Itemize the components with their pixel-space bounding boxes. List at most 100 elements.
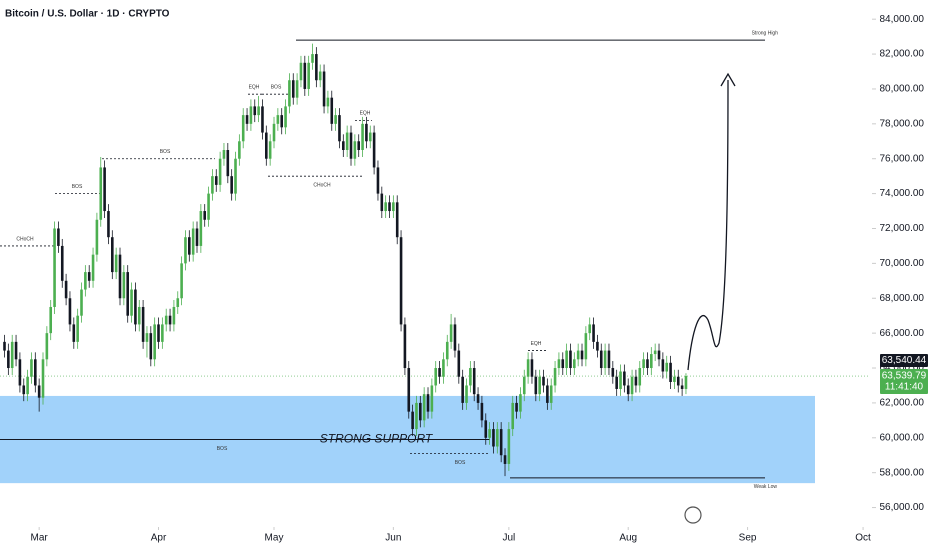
level-label: EQH — [249, 85, 260, 91]
candle-body — [64, 280, 68, 299]
y-tick-label: 62,000.00 — [880, 398, 925, 409]
candle-body — [634, 376, 638, 386]
candle-body — [195, 228, 199, 246]
candle-body — [41, 359, 45, 398]
candle-body — [680, 385, 684, 389]
candle-body — [542, 376, 545, 386]
level-label: CHoCH — [313, 182, 331, 188]
candle-body — [57, 228, 60, 246]
candle-body — [361, 123, 364, 150]
x-tick-label: Mar — [31, 533, 49, 544]
level-label: Strong High — [752, 30, 779, 36]
candle-body — [291, 80, 295, 98]
candle-body — [334, 115, 337, 124]
candle-body — [249, 106, 253, 124]
candle-body — [353, 141, 357, 159]
candle-body — [22, 385, 26, 395]
candle-body — [45, 333, 49, 360]
y-tick-label: 64,000.00 — [880, 363, 925, 374]
candle-body — [569, 350, 572, 369]
candle-body — [615, 376, 618, 389]
candle-body — [338, 115, 341, 142]
candle-body — [126, 272, 130, 316]
candle-body — [87, 272, 91, 281]
candle-body — [10, 341, 14, 369]
candle-body — [272, 123, 276, 142]
candle-body — [503, 455, 507, 464]
chart-title: Bitcoin / U.S. Dollar · 1D · CRYPTO — [5, 9, 170, 20]
candle-body — [226, 150, 230, 177]
candle-body — [207, 193, 210, 220]
candle-body — [34, 359, 37, 386]
candle-body — [72, 324, 76, 342]
y-tick-label: 58,000.00 — [880, 467, 925, 478]
candle-body — [84, 272, 87, 290]
candle-body — [188, 237, 191, 255]
candle-body — [449, 324, 453, 342]
candle-body — [180, 263, 183, 299]
candle-body — [623, 371, 626, 386]
candle-body — [14, 341, 18, 360]
candle-body — [299, 62, 303, 81]
candle-body — [280, 115, 284, 128]
candle-body — [669, 362, 672, 382]
candle-body — [422, 394, 426, 421]
candle-body — [134, 289, 137, 325]
candle-body — [176, 298, 180, 307]
candle-body — [638, 368, 642, 386]
candle-body — [480, 402, 484, 421]
candle-body — [311, 54, 314, 63]
y-tick-label: 80,000.00 — [880, 84, 925, 95]
candle-body — [588, 324, 592, 334]
candle-body — [172, 306, 176, 325]
candle-body — [499, 429, 503, 456]
candle-body — [526, 359, 530, 377]
candle-body — [322, 71, 326, 107]
level-label: Weak Low — [754, 484, 778, 490]
countdown-label: 11:41:40 — [885, 382, 924, 393]
candle-body — [492, 429, 495, 447]
candle-body — [684, 376, 688, 389]
level-label: BOS — [217, 446, 228, 452]
level-label: BOS — [72, 184, 83, 190]
level-label: CHoCH — [16, 236, 34, 242]
candle-body — [657, 350, 661, 360]
candle-body — [584, 333, 588, 360]
candle-body — [303, 62, 307, 89]
y-tick-label: 74,000.00 — [880, 188, 925, 199]
candle-body — [665, 362, 669, 372]
y-tick-label: 78,000.00 — [880, 118, 925, 129]
candle-body — [599, 350, 603, 369]
candle-body — [130, 289, 133, 316]
candle-body — [372, 132, 376, 168]
last-price-label: 63,540.44 — [882, 355, 927, 366]
logo-icon[interactable] — [684, 506, 702, 524]
y-tick-label: 66,000.00 — [880, 328, 925, 339]
candle-body — [399, 237, 403, 325]
candle-body — [407, 368, 411, 412]
candle-body — [630, 376, 634, 395]
candle-body — [184, 237, 187, 264]
candle-body — [153, 324, 156, 360]
candle-body — [295, 80, 299, 98]
candle-body — [53, 228, 56, 307]
candle-body — [265, 132, 268, 159]
candle-body — [191, 228, 195, 255]
candle-body — [238, 141, 241, 159]
candle-body — [76, 315, 79, 342]
y-tick-label: 72,000.00 — [880, 223, 925, 234]
level-label: EQH — [360, 111, 371, 117]
level-label: BOS — [160, 149, 171, 155]
candle-body — [80, 289, 83, 316]
candle-body — [365, 123, 368, 142]
candle-body — [469, 368, 472, 386]
candle-body — [484, 420, 488, 438]
candle-body — [626, 385, 630, 395]
candle-body — [307, 62, 310, 89]
candle-body — [342, 141, 345, 150]
candle-body — [438, 368, 441, 377]
candle-body — [288, 80, 291, 107]
level-label: BOS — [271, 85, 282, 91]
candle-body — [619, 371, 622, 389]
candle-body — [349, 132, 353, 159]
